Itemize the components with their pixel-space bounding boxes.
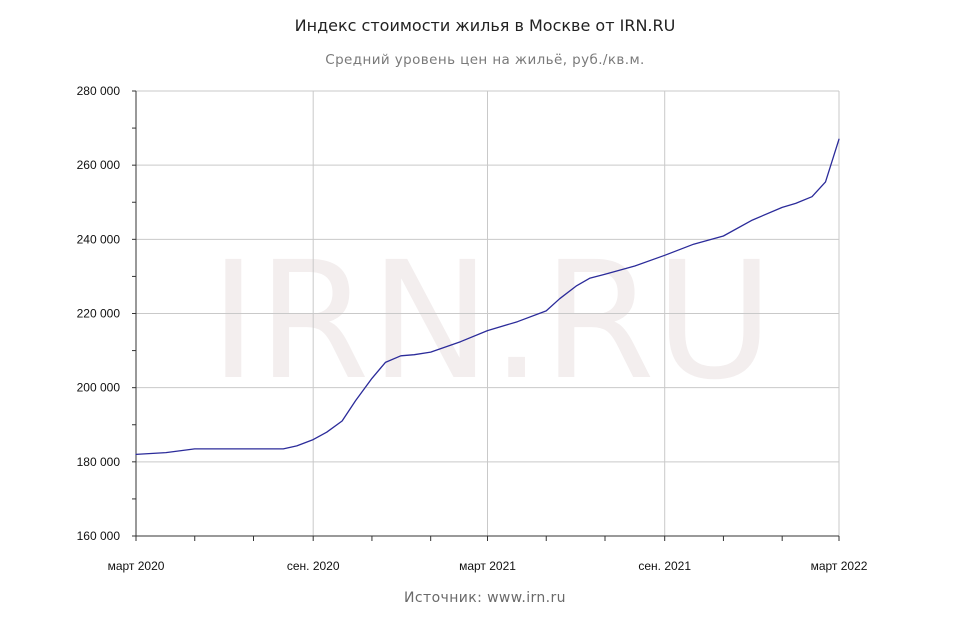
chart-subtitle: Средний уровень цен на жильё, руб./кв.м. (325, 52, 645, 68)
series-line (135, 138, 840, 456)
x-tick-label: сен. 2021 (638, 559, 691, 573)
x-tick-label: март 2020 (108, 559, 165, 573)
x-tick-label: сен. 2020 (287, 559, 340, 573)
chart-source: Источник: www.irn.ru (404, 590, 566, 606)
y-tick-label: 260 000 (77, 158, 121, 172)
watermark: IRN.RU (209, 228, 773, 416)
chart-title: Индекс стоимости жилья в Москве от IRN.R… (294, 16, 676, 35)
y-tick-label: 280 000 (77, 84, 121, 98)
y-tick-label: 180 000 (77, 455, 121, 469)
y-tick-label: 200 000 (77, 381, 121, 395)
y-tick-label: 160 000 (77, 529, 121, 543)
x-tick-label: март 2021 (459, 559, 516, 573)
x-tick-label: март 2022 (811, 559, 868, 573)
y-tick-label: 240 000 (77, 232, 121, 246)
y-tick-label: 220 000 (77, 307, 121, 321)
